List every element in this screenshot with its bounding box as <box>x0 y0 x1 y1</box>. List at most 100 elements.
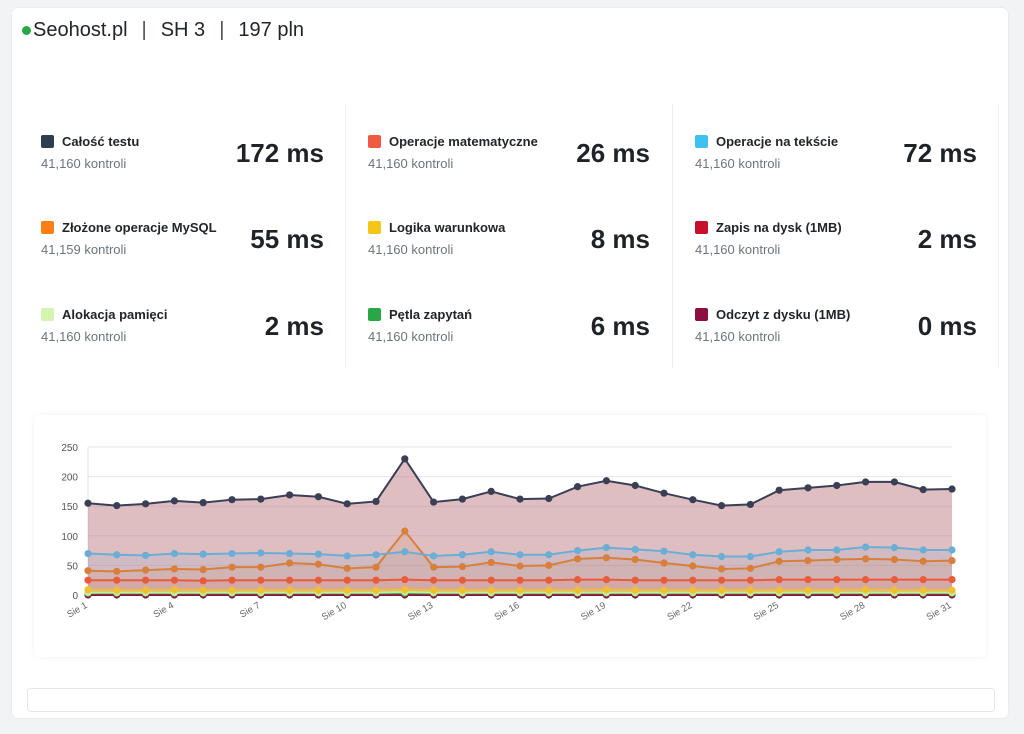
data-point <box>631 586 639 594</box>
series-area <box>88 531 952 595</box>
data-point <box>401 527 409 535</box>
legend-swatch <box>41 221 54 234</box>
page-title: Seohost.pl | SH 3 | 197 pln <box>22 18 304 42</box>
data-point <box>401 586 409 594</box>
data-point <box>516 551 524 559</box>
data-point <box>170 497 178 505</box>
stat-text: Operacje na tekście 41,160 kontroli 72 m… <box>686 104 999 190</box>
legend-swatch <box>368 135 381 148</box>
data-point <box>746 500 755 509</box>
data-point <box>228 576 236 584</box>
y-tick-label: 250 <box>61 443 78 454</box>
data-point <box>458 551 466 559</box>
data-point <box>343 500 351 508</box>
data-point <box>228 549 236 558</box>
data-point <box>545 561 553 569</box>
data-point <box>862 478 870 486</box>
data-point <box>804 484 812 492</box>
legend-swatch <box>368 308 381 321</box>
stat-value: 172 ms <box>235 138 324 168</box>
chart-panel: 0 50 100 150 200 250 Sie 1 Sie 4 Sie 7 Sie 10 Sie … <box>34 415 986 657</box>
data-point <box>660 559 668 567</box>
data-point <box>401 548 409 556</box>
data-point <box>948 546 956 554</box>
data-point <box>919 546 927 554</box>
data-point <box>487 548 495 556</box>
stat-count: 41,160 kontroli <box>368 242 454 257</box>
stat-loop: Pętla zapytań 41,160 kontroli 6 ms <box>359 277 672 363</box>
stat-mysql: Złożone operacje MySQL 41,159 kontroli 5… <box>32 190 346 276</box>
data-point <box>804 586 812 594</box>
data-point <box>689 496 697 504</box>
data-point <box>833 576 841 584</box>
data-point <box>113 567 121 575</box>
data-point <box>545 494 553 503</box>
data-point <box>228 563 236 571</box>
data-point <box>775 548 783 556</box>
stat-label: Odczyt z dysku (1MB) <box>716 307 851 322</box>
line-chart: 0 50 100 150 200 250 Sie 1 Sie 4 Sie 7 Sie 10 Sie … <box>61 443 956 623</box>
stat-logic: Logika warunkowa 41,160 kontroli 8 ms <box>359 190 672 276</box>
data-point <box>689 562 697 570</box>
data-point <box>862 555 870 563</box>
data-point <box>545 551 553 559</box>
data-point <box>919 576 927 584</box>
data-point <box>170 549 178 558</box>
stat-value: 26 ms <box>576 138 650 168</box>
data-point <box>142 566 150 574</box>
data-point <box>458 562 466 571</box>
y-tick-label: 0 <box>72 591 78 602</box>
x-tick-label: Sie 7 <box>238 600 262 620</box>
data-point <box>718 576 726 584</box>
data-point <box>286 586 294 594</box>
data-point <box>919 486 927 494</box>
y-tick-label: 200 <box>61 473 78 484</box>
data-point <box>113 551 121 559</box>
series-area <box>88 547 952 595</box>
data-point <box>84 499 92 507</box>
stat-label: Zapis na dysk (1MB) <box>716 220 842 235</box>
data-point <box>458 576 466 584</box>
data-point <box>574 483 582 491</box>
data-point <box>948 557 956 565</box>
stat-label: Złożone operacje MySQL <box>62 220 217 235</box>
data-point <box>84 576 92 584</box>
data-point <box>833 586 841 594</box>
data-point <box>199 550 207 558</box>
data-point <box>775 586 783 594</box>
data-point <box>314 576 322 584</box>
title-separator: | <box>141 18 147 41</box>
data-point <box>142 551 150 559</box>
data-point <box>631 481 639 490</box>
data-point <box>631 576 639 584</box>
stat-count: 41,160 kontroli <box>695 242 781 257</box>
data-point <box>286 549 294 558</box>
series-area <box>88 458 952 595</box>
x-tick-label: Sie 1 <box>65 600 89 620</box>
data-point <box>516 562 524 570</box>
data-point <box>602 576 611 584</box>
data-point <box>286 491 294 499</box>
data-point <box>718 552 726 561</box>
data-point <box>775 557 783 565</box>
data-point <box>919 586 927 594</box>
stat-label: Całość testu <box>62 134 140 149</box>
data-point <box>804 576 812 584</box>
data-point <box>199 577 207 585</box>
data-point <box>401 455 409 463</box>
legend-swatch <box>695 221 708 234</box>
data-point <box>228 586 236 594</box>
data-point <box>833 481 841 490</box>
stat-memory: Alokacja pamięci 41,160 kontroli 2 ms <box>32 277 346 363</box>
data-point <box>372 586 380 594</box>
stat-disk-read: Odczyt z dysku (1MB) 41,160 kontroli 0 m… <box>686 277 999 363</box>
y-tick-label: 150 <box>61 502 78 513</box>
data-point <box>718 586 726 594</box>
data-point <box>718 502 726 510</box>
stat-value: 2 ms <box>917 224 977 254</box>
data-point <box>430 552 438 560</box>
x-tick-label: Sie 4 <box>152 600 176 620</box>
data-point <box>257 495 265 503</box>
data-point <box>862 576 870 584</box>
x-tick-label: Sie 19 <box>579 600 608 623</box>
